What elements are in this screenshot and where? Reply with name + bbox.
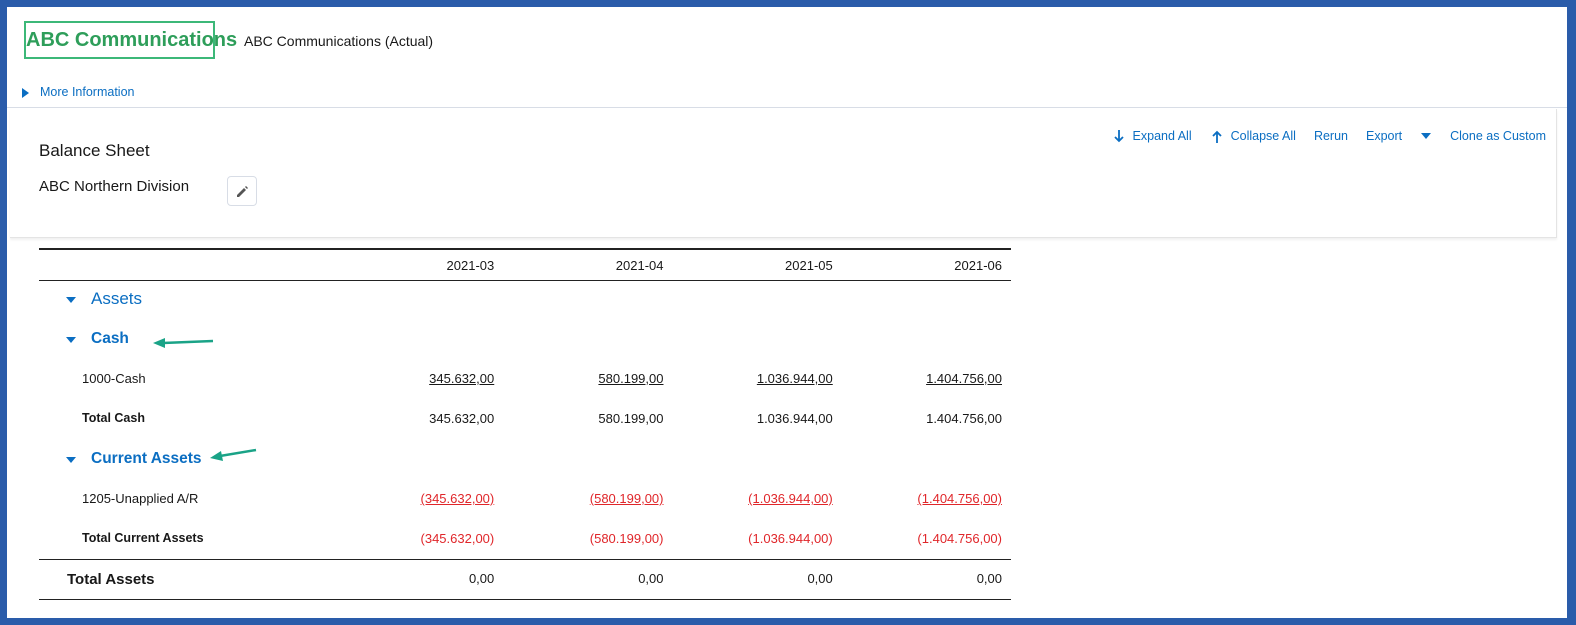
page-title: ABC Communications (Actual) (244, 33, 434, 49)
amount-link[interactable]: 1.036.944,00 (756, 371, 833, 386)
account-label: 1000-Cash (82, 371, 146, 386)
amount-link[interactable]: (1.036.944,00) (748, 491, 833, 506)
account-label: 1205-Unapplied A/R (82, 491, 199, 506)
amount-link[interactable]: 345.632,00 (429, 371, 495, 386)
pencil-icon (237, 186, 248, 197)
collapse-toggle[interactable] (66, 297, 76, 303)
action-link[interactable]: Collapse All (1210, 128, 1296, 144)
report-subtitle: ABC Northern Division (39, 178, 190, 195)
amount: 1.404.756,00 (926, 411, 1002, 426)
edit-button[interactable] (227, 176, 257, 206)
column-header: 2021-04 (615, 258, 664, 273)
collapse-toggle[interactable] (66, 337, 76, 343)
amount: (345.632,00) (420, 531, 495, 546)
amount: 580.199,00 (598, 411, 664, 426)
action-link[interactable]: Clone as Custom (1450, 129, 1546, 143)
action-label[interactable]: Clone as Custom (1450, 129, 1546, 143)
down-arrow-icon (1113, 130, 1124, 143)
divider (7, 107, 1567, 108)
amount: 345.632,00 (429, 411, 495, 426)
amount-link[interactable]: (1.404.756,00) (917, 491, 1002, 506)
table-top-border (39, 248, 1011, 250)
report-title: Balance Sheet (39, 141, 150, 160)
action-label[interactable]: Expand All (1132, 129, 1192, 143)
amount-link[interactable]: 580.199,00 (598, 371, 664, 386)
amount: (1.036.944,00) (748, 531, 833, 546)
more-information-link[interactable]: More Information (40, 85, 135, 99)
logo: ABC Communications (24, 21, 237, 59)
total-label: Total Cash (82, 411, 145, 425)
section-label: Assets (91, 289, 143, 308)
column-header: 2021-03 (446, 258, 495, 273)
report-actions: Expand All Collapse All Rerun Export Clone a… (1094, 128, 1546, 144)
amount-link[interactable]: (345.632,00) (420, 491, 495, 506)
action-label[interactable]: Export (1365, 129, 1403, 143)
amount-link[interactable]: 1.404.756,00 (926, 371, 1002, 386)
dropdown-caret (1421, 133, 1432, 139)
group-label: Cash (91, 330, 129, 347)
annotations (153, 338, 257, 461)
total-bottom-border (39, 599, 1011, 600)
expand-icon[interactable] (22, 88, 29, 98)
action-link[interactable]: Rerun (1314, 129, 1348, 143)
collapse-toggle[interactable] (66, 457, 76, 463)
amount: (580.199,00) (589, 531, 664, 546)
amount-link[interactable]: (580.199,00) (589, 491, 664, 506)
total-top-border (39, 559, 1011, 560)
action-link[interactable]: Expand All (1112, 128, 1192, 144)
amount: 0,00 (638, 571, 664, 586)
up-arrow-icon (1211, 130, 1222, 143)
amount: (1.404.756,00) (917, 531, 1002, 546)
table-header-border (39, 280, 1011, 281)
amount: 1.036.944,00 (756, 411, 833, 426)
total-label: Total Current Assets (82, 531, 204, 545)
column-header: 2021-06 (954, 258, 1002, 273)
group-label: Current Assets (91, 450, 202, 467)
column-header: 2021-05 (785, 258, 833, 273)
amount: 0,00 (976, 571, 1002, 586)
amount: 0,00 (468, 571, 495, 586)
report-card (10, 109, 1557, 238)
action-label[interactable]: Collapse All (1230, 129, 1296, 143)
action-label[interactable]: Rerun (1313, 129, 1348, 143)
amount: 0,00 (807, 571, 833, 586)
action-link[interactable]: Export (1366, 129, 1432, 143)
grand-label: Total Assets (67, 571, 155, 588)
